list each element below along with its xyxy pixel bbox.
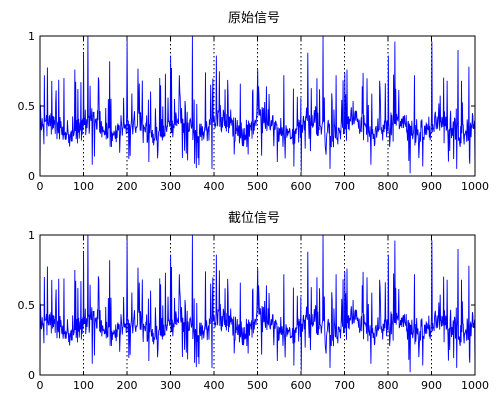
plot-border [39,35,476,177]
x-tick-label: 1000 [461,180,489,193]
x-tick-label: 1000 [461,379,489,392]
x-tick-label: 800 [378,379,399,392]
subplot-original-signal: 原始信号 0 100 200 300 400 500 600 700 800 900 1000 0 0.… [18,11,490,193]
x-tick-label: 100 [73,180,94,193]
chart-title: 原始信号 [228,11,280,26]
y-tick-label: 0 [28,369,35,382]
signal-line [39,35,476,174]
signal-series [39,234,476,373]
axis-ticks: 0 100 200 300 400 500 600 700 800 900 1000 0 0.5 1 [18,229,490,392]
x-tick-label: 500 [247,180,268,193]
x-tick-label: 200 [117,379,138,392]
x-tick-label: 400 [204,180,225,193]
x-tick-label: 600 [291,379,312,392]
y-tick-label: 1 [28,229,35,242]
x-tick-label: 0 [37,180,44,193]
chart-title: 截位信号 [228,211,280,226]
plot-border [39,234,476,376]
x-tick-label: 800 [378,180,399,193]
x-tick-label: 700 [334,379,355,392]
y-tick-label: 0.5 [18,100,36,113]
y-tick-label: 0 [28,170,35,183]
x-tick-label: 0 [37,379,44,392]
x-tick-label: 200 [117,180,138,193]
x-tick-label: 900 [421,180,442,193]
x-tick-label: 600 [291,180,312,193]
x-tick-label: 300 [160,379,181,392]
axis-ticks: 0 100 200 300 400 500 600 700 800 900 1000 0 0.5 1 [18,30,490,193]
x-tick-label: 300 [160,180,181,193]
signal-series [39,35,476,174]
x-tick-label: 900 [421,379,442,392]
x-tick-label: 100 [73,379,94,392]
signal-line [39,234,476,373]
x-tick-label: 400 [204,379,225,392]
x-tick-label: 700 [334,180,355,193]
subplot-truncated-signal: 截位信号 0 100 200 300 400 500 600 700 800 900 1000 0 0.… [18,211,490,392]
y-tick-label: 0.5 [18,299,36,312]
x-tick-label: 500 [247,379,268,392]
y-tick-label: 1 [28,30,35,43]
